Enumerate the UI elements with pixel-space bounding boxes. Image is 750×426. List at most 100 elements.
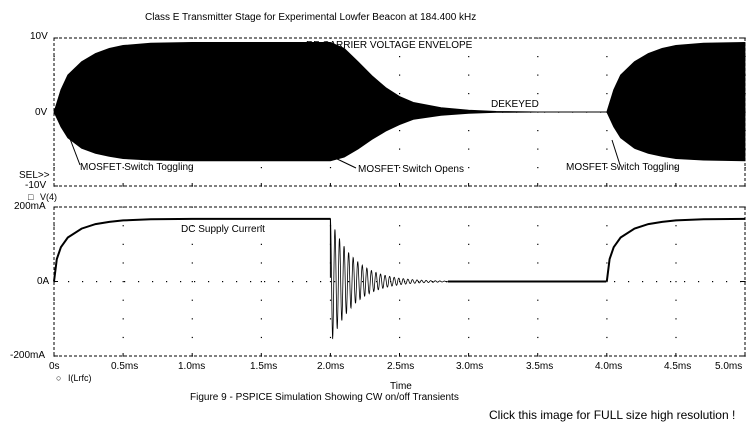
current-grid-dot — [122, 318, 124, 320]
current-grid-zero-dot — [236, 281, 238, 283]
current-grid-dot — [537, 355, 539, 357]
current-grid-zero-dot — [110, 281, 112, 283]
voltage-grid-dot — [744, 167, 746, 169]
current-segment — [53, 217, 331, 282]
current-grid-dot — [537, 318, 539, 320]
current-grid-zero-dot — [726, 281, 728, 283]
full-size-link[interactable]: Click this image for FULL size high reso… — [489, 408, 736, 422]
annotation-dekeyed: DEKEYED — [491, 99, 539, 110]
voltage-grid-dot — [399, 37, 401, 39]
current-grid-zero-dot — [292, 281, 294, 283]
current-grid-dot — [744, 225, 746, 227]
voltage-grid-dot — [606, 74, 608, 76]
current-grid-dot — [191, 336, 193, 339]
current-grid-dot — [260, 225, 262, 227]
x-tick-label: 3.0ms — [456, 361, 484, 372]
voltage-grid-dot — [260, 37, 262, 39]
current-grid-dot — [122, 355, 124, 357]
current-grid-zero-dot — [68, 281, 70, 283]
current-grid-dot — [260, 243, 262, 245]
voltage-grid-dot — [260, 167, 262, 169]
x-tick-label: 0.5ms — [111, 361, 139, 372]
annotation-switch-opens: MOSFET Switch Opens — [358, 164, 464, 175]
voltage-grid-dot — [537, 74, 539, 76]
voltage-grid-dot — [468, 56, 470, 58]
voltage-grid-dot — [468, 167, 470, 169]
current-grid-dot — [468, 262, 470, 264]
current-grid-dot — [399, 262, 401, 264]
current-grid-dot — [468, 299, 470, 301]
voltage-grid-dot — [399, 56, 401, 58]
current-grid-dot — [606, 225, 608, 227]
current-grid-dot — [744, 336, 746, 339]
current-grid-zero-dot — [96, 281, 98, 283]
trace-label-voltage: V(4) — [40, 192, 58, 202]
current-grid-dot — [468, 355, 470, 357]
trace-label-current: I(Lrfc) — [68, 373, 92, 383]
current-grid-dot — [329, 281, 332, 283]
voltage-envelope-band — [53, 41, 746, 162]
current-grid-zero-dot — [320, 281, 322, 283]
current-grid-dot — [53, 318, 55, 320]
current-grid-zero-dot — [194, 281, 196, 283]
voltage-grid-dot — [537, 56, 539, 58]
voltage-grid-dot — [399, 167, 401, 169]
current-grid-dot — [675, 318, 677, 320]
figure-caption: Figure 9 - PSPICE Simulation Showing CW … — [190, 392, 459, 403]
current-grid-dot — [191, 355, 193, 357]
voltage-grid-dot — [53, 56, 55, 58]
voltage-grid-dot — [53, 74, 55, 76]
current-grid-dot — [329, 355, 332, 357]
voltage-grid-dot — [329, 167, 332, 169]
current-grid-dot — [122, 336, 124, 339]
current-grid-dot — [606, 318, 608, 320]
current-grid-dot — [537, 336, 539, 339]
current-trace — [53, 217, 746, 340]
voltage-grid-dot — [399, 130, 401, 132]
current-ringing-segment — [330, 218, 449, 340]
voltage-grid-dot — [53, 167, 55, 169]
current-grid-dot — [399, 206, 401, 208]
current-grid-dot — [260, 355, 262, 357]
current-grid-zero-dot — [698, 281, 700, 283]
voltage-grid-dot — [537, 93, 539, 95]
current-grid-zero-dot — [278, 281, 280, 283]
current-grid-zero-dot — [124, 281, 126, 283]
annotation-dc-supply-current: DC Supply Current — [181, 224, 265, 235]
current-grid-zero-dot — [432, 281, 434, 283]
y-tick-label: 0A — [37, 276, 50, 287]
voltage-grid-dot — [606, 148, 608, 150]
current-grid-zero-dot — [740, 281, 742, 283]
voltage-grid-dot — [468, 185, 470, 187]
voltage-grid-dot — [537, 37, 539, 39]
x-tick-label: 2.0ms — [317, 361, 345, 372]
current-grid-dot — [606, 243, 608, 245]
voltage-grid-dot — [537, 185, 539, 187]
trace-marker: ○ — [56, 373, 62, 383]
current-grid-dot — [537, 225, 539, 227]
annotation-pointers — [63, 122, 621, 169]
voltage-grid-dot — [606, 37, 608, 39]
current-grid-zero-dot — [54, 281, 56, 283]
current-grid-dot — [537, 243, 539, 245]
current-grid-dot — [53, 299, 55, 301]
current-grid-dot — [675, 225, 677, 227]
x-tick-label: 3.5ms — [526, 361, 554, 372]
current-grid-zero-dot — [180, 281, 182, 283]
current-grid-dot — [468, 336, 470, 339]
current-grid-dot — [260, 206, 262, 208]
voltage-grid-dot — [329, 185, 332, 187]
voltage-grid-dot — [537, 130, 539, 132]
current-grid-dot — [675, 299, 677, 301]
voltage-grid-dot — [606, 130, 608, 132]
current-grid-dot — [329, 336, 332, 339]
voltage-grid-dot — [53, 148, 55, 150]
current-grid-dot — [606, 299, 608, 301]
current-grid-dot — [122, 243, 124, 245]
current-grid-zero-dot — [376, 281, 378, 283]
current-grid-dot — [191, 243, 193, 245]
voltage-grid-dot — [399, 148, 401, 150]
voltage-grid-dot — [606, 93, 608, 95]
